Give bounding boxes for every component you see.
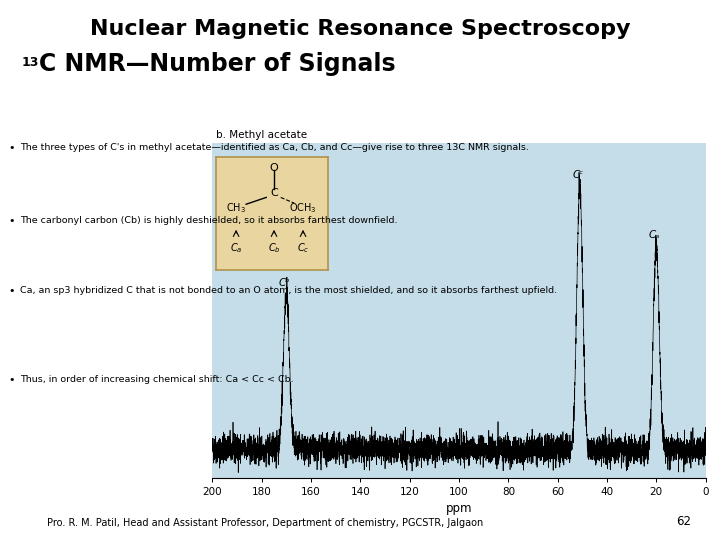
Text: Pro. R. M. Patil, Head and Assistant Professor, Department of chemistry, PGCSTR,: Pro. R. M. Patil, Head and Assistant Pro…: [47, 518, 483, 528]
Text: C$_b$: C$_b$: [268, 241, 281, 255]
Text: •: •: [9, 286, 15, 296]
Text: 62: 62: [676, 515, 691, 528]
Text: b. Methyl acetate: b. Methyl acetate: [216, 130, 307, 140]
X-axis label: ppm: ppm: [446, 503, 472, 516]
Text: Thus, in order of increasing chemical shift: Ca < Cc < Cb.: Thus, in order of increasing chemical sh…: [20, 375, 294, 384]
Text: C$_c$: C$_c$: [297, 241, 310, 255]
Text: •: •: [9, 143, 15, 153]
Text: Cᶜ: Cᶜ: [572, 170, 584, 180]
Text: The carbonyl carbon (Cb) is highly deshielded, so it absorbs farthest downfield.: The carbonyl carbon (Cb) is highly deshi…: [20, 216, 397, 225]
Text: OCH$_3$: OCH$_3$: [289, 201, 317, 214]
Text: C$_a$: C$_a$: [230, 241, 243, 255]
Text: •: •: [9, 375, 15, 386]
Text: C: C: [270, 188, 278, 198]
Text: Cᵇ: Cᵇ: [279, 278, 291, 288]
Text: Cₐ: Cₐ: [649, 230, 660, 240]
Text: The three types of C's in methyl acetate—identified as Ca, Cb, and Cc—give rise : The three types of C's in methyl acetate…: [20, 143, 529, 152]
Text: CH$_3$: CH$_3$: [226, 201, 246, 214]
Text: 13: 13: [22, 56, 39, 69]
Text: Nuclear Magnetic Resonance Spectroscopy: Nuclear Magnetic Resonance Spectroscopy: [90, 19, 630, 39]
Text: O: O: [270, 164, 279, 173]
Text: Ca, an sp3 hybridized C that is not bonded to an O atom, is the most shielded, a: Ca, an sp3 hybridized C that is not bond…: [20, 286, 557, 295]
Text: C NMR—Number of Signals: C NMR—Number of Signals: [39, 52, 395, 76]
Text: •: •: [9, 216, 15, 226]
